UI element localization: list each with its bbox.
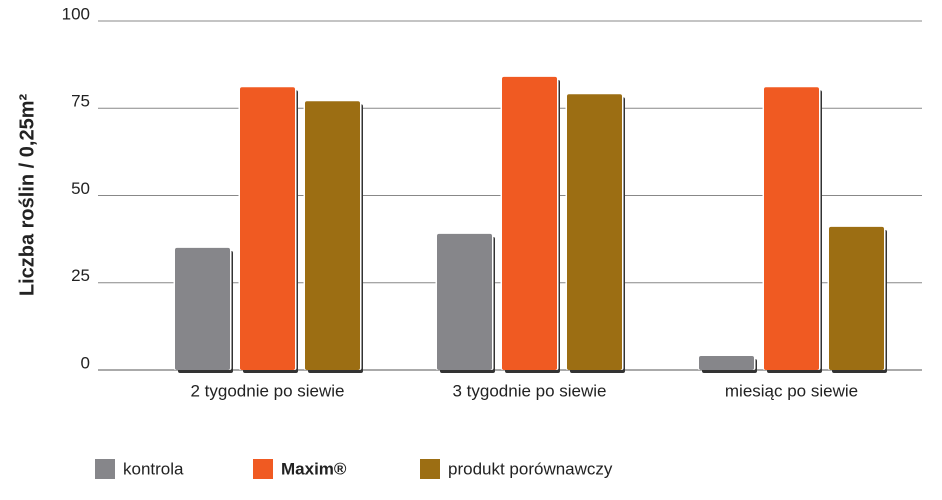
- bar: [764, 87, 819, 370]
- bar: [567, 94, 622, 370]
- y-axis-title: Liczba roślin / 0,25m²: [16, 94, 38, 297]
- bar: [829, 226, 884, 370]
- legend-label: kontrola: [123, 459, 184, 478]
- y-tick-label: 25: [71, 266, 90, 285]
- bar: [502, 76, 557, 370]
- bar: [437, 233, 492, 370]
- legend-label: produkt porównawczy: [448, 459, 613, 478]
- y-tick-label: 100: [62, 4, 90, 23]
- bar: [240, 87, 295, 370]
- legend-swatch: [420, 459, 440, 479]
- y-tick-label: 0: [81, 353, 90, 372]
- legend-label: Maxim®: [281, 459, 347, 478]
- bar: [175, 247, 230, 370]
- y-tick-label: 75: [71, 92, 90, 111]
- x-tick-label: 3 tygodnie po siewie: [452, 381, 606, 400]
- bar: [305, 101, 360, 371]
- x-tick-label: 2 tygodnie po siewie: [190, 381, 344, 400]
- legend-swatch: [253, 459, 273, 479]
- bar: [699, 356, 754, 370]
- legend-swatch: [95, 459, 115, 479]
- x-tick-label: miesiąc po siewie: [725, 381, 858, 400]
- y-tick-label: 50: [71, 179, 90, 198]
